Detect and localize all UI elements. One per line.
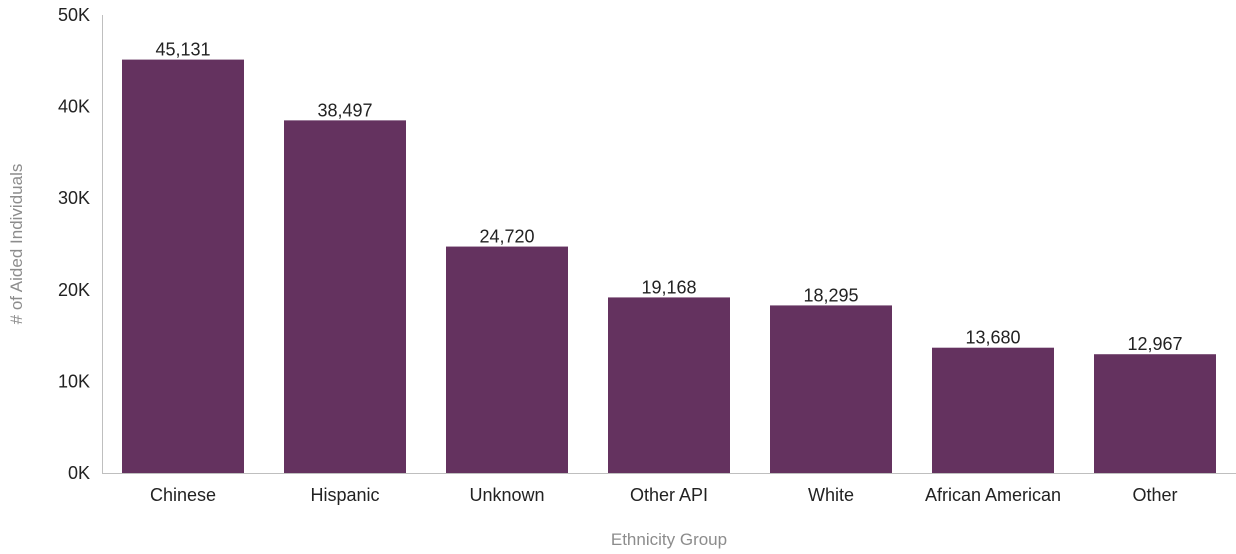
x-tick-label: Unknown [469,485,544,505]
bar-value-label: 24,720 [479,227,534,247]
bar-value-label: 18,295 [803,285,858,305]
bar-value-label: 38,497 [317,100,372,120]
x-tick-label: Chinese [150,485,216,505]
bar-white [770,305,892,473]
x-tick-label: White [808,485,854,505]
value-labels: 45,131 38,497 24,720 19,168 18,295 13,680 12,9… [155,40,1182,355]
y-tick-label: 20K [58,280,90,300]
bar-value-label: 13,680 [965,328,1020,348]
x-tick-label: Hispanic [310,485,379,505]
x-axis-title: Ethnicity Group [611,530,727,549]
x-tick-label: Other [1132,485,1177,505]
x-tick-label: African American [925,485,1061,505]
bar-unknown [446,246,568,473]
y-axis-title: # of Aided Individuals [7,164,26,325]
y-tick-label: 50K [58,5,90,25]
y-tick-label: 30K [58,188,90,208]
bar-value-label: 12,967 [1127,334,1182,354]
bar-chinese [122,59,244,474]
y-tick-label: 0K [68,463,90,483]
bar-african-american [932,347,1054,473]
y-tick-label: 10K [58,371,90,391]
y-tick-label: 40K [58,97,90,117]
bar-value-label: 19,168 [641,277,696,297]
x-tick-label: Other API [630,485,708,505]
bar-hispanic [284,120,406,473]
bar-other-api [608,297,730,473]
y-axis-ticks: 0K 10K 20K 30K 40K 50K [58,5,90,483]
category-labels: Chinese Hispanic Unknown Other API White Afri… [150,485,1178,505]
bars [122,59,1216,474]
bar-other [1094,354,1216,473]
bar-value-label: 45,131 [155,40,210,60]
